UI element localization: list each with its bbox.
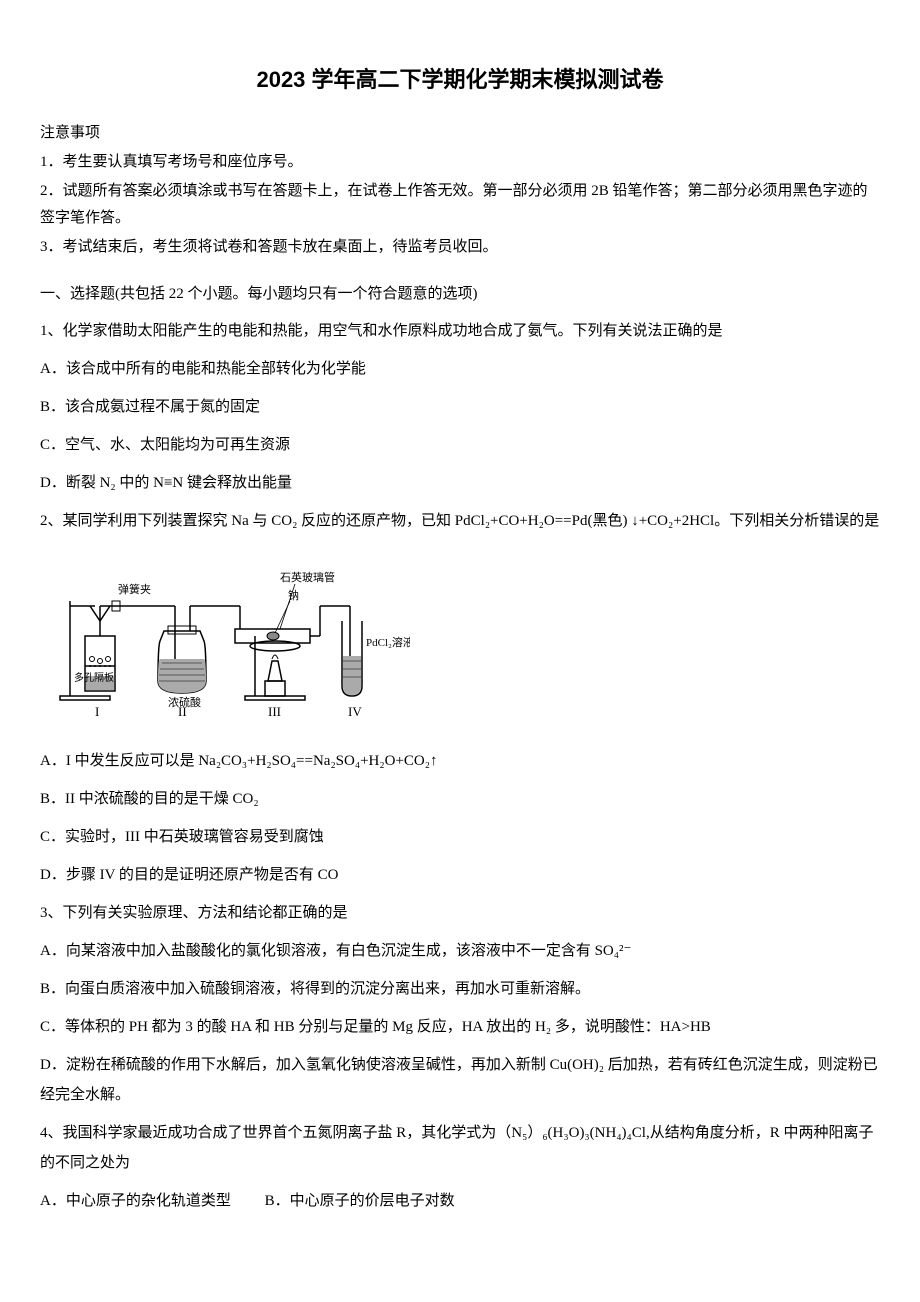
question-2-option-a: A．I 中发生反应可以是 Na₂CO₃+H₂SO₄==Na₂SO₄+H₂O+CO… (40, 746, 880, 776)
question-4-stem: 4、我国科学家最近成功合成了世界首个五氮阴离子盐 R，其化学式为（N₅）₆(H₃… (40, 1118, 880, 1178)
question-2-option-d: D．步骤 IV 的目的是证明还原产物是否有 CO (40, 860, 880, 890)
question-4-option-a: A．中心原子的杂化轨道类型 (40, 1186, 231, 1216)
apparatus-4 (342, 606, 362, 696)
label-porous-plate: 多孔隔板 (74, 671, 114, 684)
label-sodium: 钠 (288, 588, 299, 602)
question-4-option-b: B．中心原子的价层电子对数 (265, 1186, 455, 1216)
notice-item-1: 1．考生要认真填写考场号和座位序号。 (40, 149, 880, 176)
notice-heading: 注意事项 (40, 120, 880, 147)
question-3-option-c: C．等体积的 PH 都为 3 的酸 HA 和 HB 分别与足量的 Mg 反应，H… (40, 1012, 880, 1042)
question-1-option-b: B．该合成氨过程不属于氮的固定 (40, 392, 880, 422)
label-quartz-tube: 石英玻璃管 (280, 570, 335, 584)
label-roman-3: III (268, 704, 281, 719)
question-3-option-d: D．淀粉在稀硫酸的作用下水解后，加入氢氧化钠使溶液呈碱性，再加入新制 Cu(OH… (40, 1050, 880, 1110)
question-1-stem: 1、化学家借助太阳能产生的电能和热能，用空气和水作原料成功地合成了氨气。下列有关… (40, 316, 880, 346)
label-spring-clip: 弹簧夹 (118, 582, 151, 596)
apparatus-1 (60, 601, 135, 700)
section-heading: 一、选择题(共包括 22 个小题。每小题均只有一个符合题意的选项) (40, 281, 880, 308)
label-roman-4: IV (348, 704, 362, 719)
apparatus-diagram: 弹簧夹 多孔隔板 I 浓硫酸 II (40, 551, 410, 731)
notice-item-3: 3．考试结束后，考生须将试卷和答题卡放在桌面上，待监考员收回。 (40, 234, 880, 261)
page-title: 2023 学年高二下学期化学期末模拟测试卷 (40, 60, 880, 100)
question-2-option-b: B．II 中浓硫酸的目的是干燥 CO₂ (40, 784, 880, 814)
question-2-option-c: C．实验时，III 中石英玻璃管容易受到腐蚀 (40, 822, 880, 852)
apparatus-svg: 弹簧夹 多孔隔板 I 浓硫酸 II (40, 551, 410, 731)
label-pdcl2: PdCl₂溶液 (366, 635, 410, 649)
question-2-stem: 2、某同学利用下列装置探究 Na 与 CO₂ 反应的还原产物，已知 PdCl₂+… (40, 506, 880, 536)
question-1-option-c: C．空气、水、太阳能均为可再生资源 (40, 430, 880, 460)
question-4-options-row: A．中心原子的杂化轨道类型 B．中心原子的价层电子对数 (40, 1186, 880, 1216)
question-3-stem: 3、下列有关实验原理、方法和结论都正确的是 (40, 898, 880, 928)
notice-item-2: 2．试题所有答案必须填涂或书写在答题卡上，在试卷上作答无效。第一部分必须用 2B… (40, 178, 880, 232)
apparatus-3 (235, 606, 350, 700)
question-3-option-a: A．向某溶液中加入盐酸酸化的氯化钡溶液，有白色沉淀生成，该溶液中不一定含有 SO… (40, 936, 880, 966)
question-3-option-b: B．向蛋白质溶液中加入硫酸铜溶液，将得到的沉淀分离出来，再加水可重新溶解。 (40, 974, 880, 1004)
label-roman-1: I (95, 704, 99, 719)
question-1-option-d: D．断裂 N₂ 中的 N≡N 键会释放出能量 (40, 468, 880, 498)
question-1-option-a: A．该合成中所有的电能和热能全部转化为化学能 (40, 354, 880, 384)
apparatus-2 (135, 606, 240, 693)
label-roman-2: II (178, 704, 187, 719)
